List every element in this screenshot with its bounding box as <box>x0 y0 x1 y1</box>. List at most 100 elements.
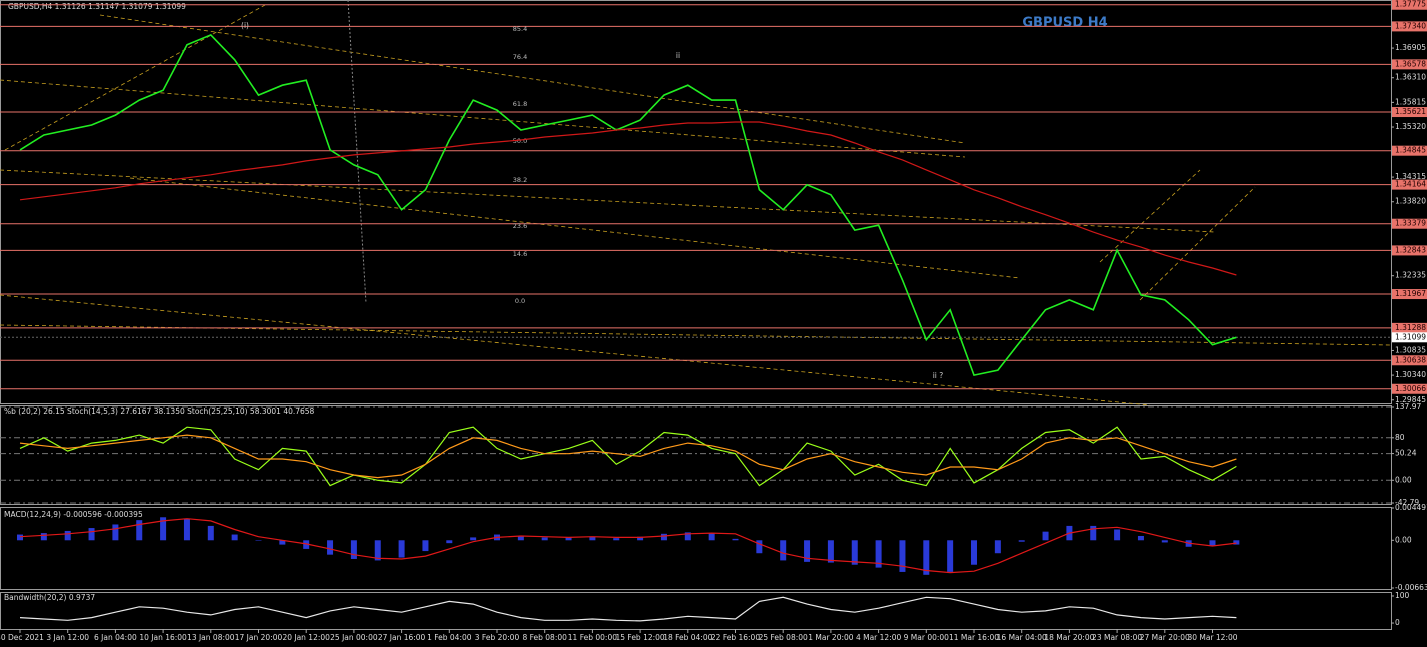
x-tick-label: 25 Jan 00:00 <box>330 633 378 642</box>
histogram-bar <box>327 540 334 555</box>
y-tick-label: 1.36905 <box>1395 43 1426 52</box>
fib-label: 61.8 <box>513 100 527 108</box>
fib-label: 85.4 <box>513 25 527 33</box>
x-tick-label: 22 Feb 16:00 <box>711 633 760 642</box>
y-tick-label: 1.29845 <box>1395 395 1426 404</box>
last-price-label: 1.31099 <box>1395 332 1426 341</box>
x-tick-label: 1 Mar 20:00 <box>808 633 854 642</box>
y-tick-label: 0.004491 <box>1395 503 1427 512</box>
x-tick-label: 11 Mar 16:00 <box>949 633 999 642</box>
annotation: ii <box>676 51 680 60</box>
y-tick-label: 1.35815 <box>1395 97 1426 106</box>
histogram-bar <box>422 540 429 552</box>
histogram-bar <box>732 538 739 541</box>
level-tag <box>1392 289 1427 300</box>
last-price-tag <box>1392 332 1427 343</box>
histogram-bar <box>756 540 763 554</box>
level-tag <box>1392 218 1427 229</box>
series-line <box>19 434 1237 479</box>
histogram-bar <box>374 540 381 561</box>
y-tick-label: 1.36310 <box>1395 73 1426 82</box>
series-line <box>19 518 1237 574</box>
series-line <box>19 121 1237 276</box>
histogram-bar <box>613 538 620 541</box>
level-tag <box>1392 355 1427 366</box>
x-tick-label: 4 Mar 12:00 <box>856 633 902 642</box>
annotation: (i) <box>241 21 249 30</box>
fib-label: 23.6 <box>513 222 527 230</box>
histogram-bar <box>88 528 95 541</box>
y-tick-label: 137.97 <box>1395 402 1421 411</box>
level-label: 1.35621 <box>1395 107 1426 116</box>
histogram-bar <box>971 540 977 565</box>
histogram-bar <box>1233 540 1240 545</box>
chart-header: GBPUSD,H4 1.31126 1.31147 1.31079 1.3109… <box>8 2 186 11</box>
panel-label: MACD(12,24,9) -0.000596 -0.000395 <box>4 510 143 519</box>
histogram-bar <box>827 540 834 563</box>
histogram-bar <box>40 533 47 541</box>
fib-label: 76.4 <box>513 53 527 61</box>
histogram-bar <box>875 540 882 568</box>
x-tick-label: 23 Mar 08:00 <box>1092 633 1142 642</box>
level-label: 1.37340 <box>1395 21 1426 30</box>
histogram-bar <box>17 534 23 541</box>
level-label: 1.30638 <box>1395 355 1426 364</box>
y-tick-label: 100 <box>1395 591 1410 600</box>
x-tick-label: 20 Jan 12:00 <box>282 633 330 642</box>
histogram-bar <box>684 532 691 541</box>
histogram-bar <box>1137 535 1144 541</box>
histogram-bar <box>183 518 190 541</box>
histogram-bar <box>398 540 405 558</box>
histogram-bar <box>708 533 715 541</box>
series-line <box>19 596 1237 622</box>
x-tick-label: 8 Feb 08:00 <box>522 633 567 642</box>
histogram-bar <box>804 540 811 562</box>
x-tick-label: 1 Feb 04:00 <box>427 633 472 642</box>
level-label: 1.32843 <box>1395 245 1426 254</box>
y-tick-label: 1.34315 <box>1395 172 1426 181</box>
y-tick-label: 1.30340 <box>1395 370 1426 379</box>
x-tick-label: 3 Feb 20:00 <box>475 633 520 642</box>
histogram-bar <box>923 540 930 575</box>
level-label: 1.31967 <box>1395 289 1426 298</box>
histogram-bar <box>1161 540 1168 543</box>
y-tick-label: 0.00 <box>1395 535 1412 544</box>
series-line <box>19 426 1237 487</box>
level-label: 1.36578 <box>1395 59 1426 68</box>
histogram-bar <box>589 536 596 541</box>
level-label: 1.31288 <box>1395 323 1426 332</box>
y-tick-label: 1.30835 <box>1395 345 1426 354</box>
fib-label: 50.0 <box>513 137 527 145</box>
y-tick-label: 1.35320 <box>1395 122 1426 131</box>
x-tick-label: 11 Feb 00:00 <box>568 633 617 642</box>
chart-title: GBPUSD H4 <box>1022 16 1107 31</box>
level-label: 1.34845 <box>1395 146 1426 155</box>
y-tick-label: 80 <box>1395 433 1405 442</box>
histogram-bar <box>1090 525 1097 541</box>
level-tag <box>1392 0 1427 10</box>
histogram-bar <box>541 537 548 541</box>
histogram-bar <box>112 524 119 541</box>
level-tag <box>1392 179 1427 190</box>
histogram-bar <box>160 517 167 541</box>
histogram-bar <box>279 540 286 545</box>
x-tick-label: 25 Feb 08:00 <box>759 633 808 642</box>
histogram-bar <box>947 540 954 572</box>
level-tag <box>1392 145 1427 156</box>
histogram-bar <box>660 533 667 541</box>
x-tick-label: 30 Dec 2021 <box>0 633 44 642</box>
histogram-bar <box>899 540 906 572</box>
y-tick-label: -42.79 <box>1395 498 1419 507</box>
x-tick-label: 10 Jan 16:00 <box>139 633 187 642</box>
y-tick-label: 1.33820 <box>1395 197 1426 206</box>
y-tick-label: -0.006636 <box>1395 583 1427 592</box>
level-label: 1.37775 <box>1395 0 1426 9</box>
wave-line <box>347 0 367 304</box>
level-tag <box>1392 107 1427 118</box>
histogram-bar <box>517 535 524 541</box>
x-tick-label: 3 Jan 12:00 <box>46 633 89 642</box>
histogram-bar <box>350 540 357 559</box>
x-tick-label: 18 Mar 20:00 <box>1044 633 1094 642</box>
y-tick-label: 0.00 <box>1395 475 1412 484</box>
